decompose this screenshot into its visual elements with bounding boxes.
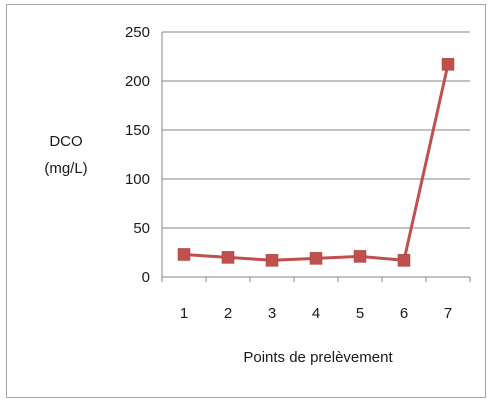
series-line: [183, 63, 450, 262]
y-axis-title-line-2: (mg/L): [44, 160, 87, 177]
x-tick-label-4: 4: [312, 305, 320, 322]
y-axis-title-line-1: DCO: [49, 133, 82, 150]
x-tick-labels: 1 2 3 4 5 6 7: [180, 305, 452, 322]
y-tick-label-250: 250: [125, 24, 150, 41]
data-point-5: [353, 250, 367, 263]
y-tick-label-100: 100: [125, 171, 150, 188]
y-tick-label-0: 0: [142, 269, 150, 286]
x-tick-label-2: 2: [224, 305, 232, 322]
axes: [161, 32, 471, 282]
data-point-2: [221, 251, 235, 264]
data-point-1: [177, 248, 191, 261]
y-tick-label-150: 150: [125, 122, 150, 139]
y-tick-labels: 0 50 100 150 200 250: [125, 24, 150, 286]
data-point-3: [265, 254, 279, 267]
x-tick-label-3: 3: [268, 305, 276, 322]
data-point-6: [397, 254, 411, 267]
chart-frame: [6, 4, 486, 398]
gridlines: [162, 31, 470, 229]
data-point-4: [309, 252, 323, 265]
series-markers: [177, 58, 455, 267]
x-axis-title: Points de prelèvement: [243, 349, 393, 366]
y-tick-label-50: 50: [133, 220, 150, 237]
x-tick-label-7: 7: [444, 305, 452, 322]
x-tick-label-1: 1: [180, 305, 188, 322]
series-line-0: [183, 63, 450, 262]
x-tick-label-6: 6: [400, 305, 408, 322]
y-tick-label-200: 200: [125, 73, 150, 90]
x-tick-label-5: 5: [356, 305, 364, 322]
data-point-7: [441, 58, 455, 71]
